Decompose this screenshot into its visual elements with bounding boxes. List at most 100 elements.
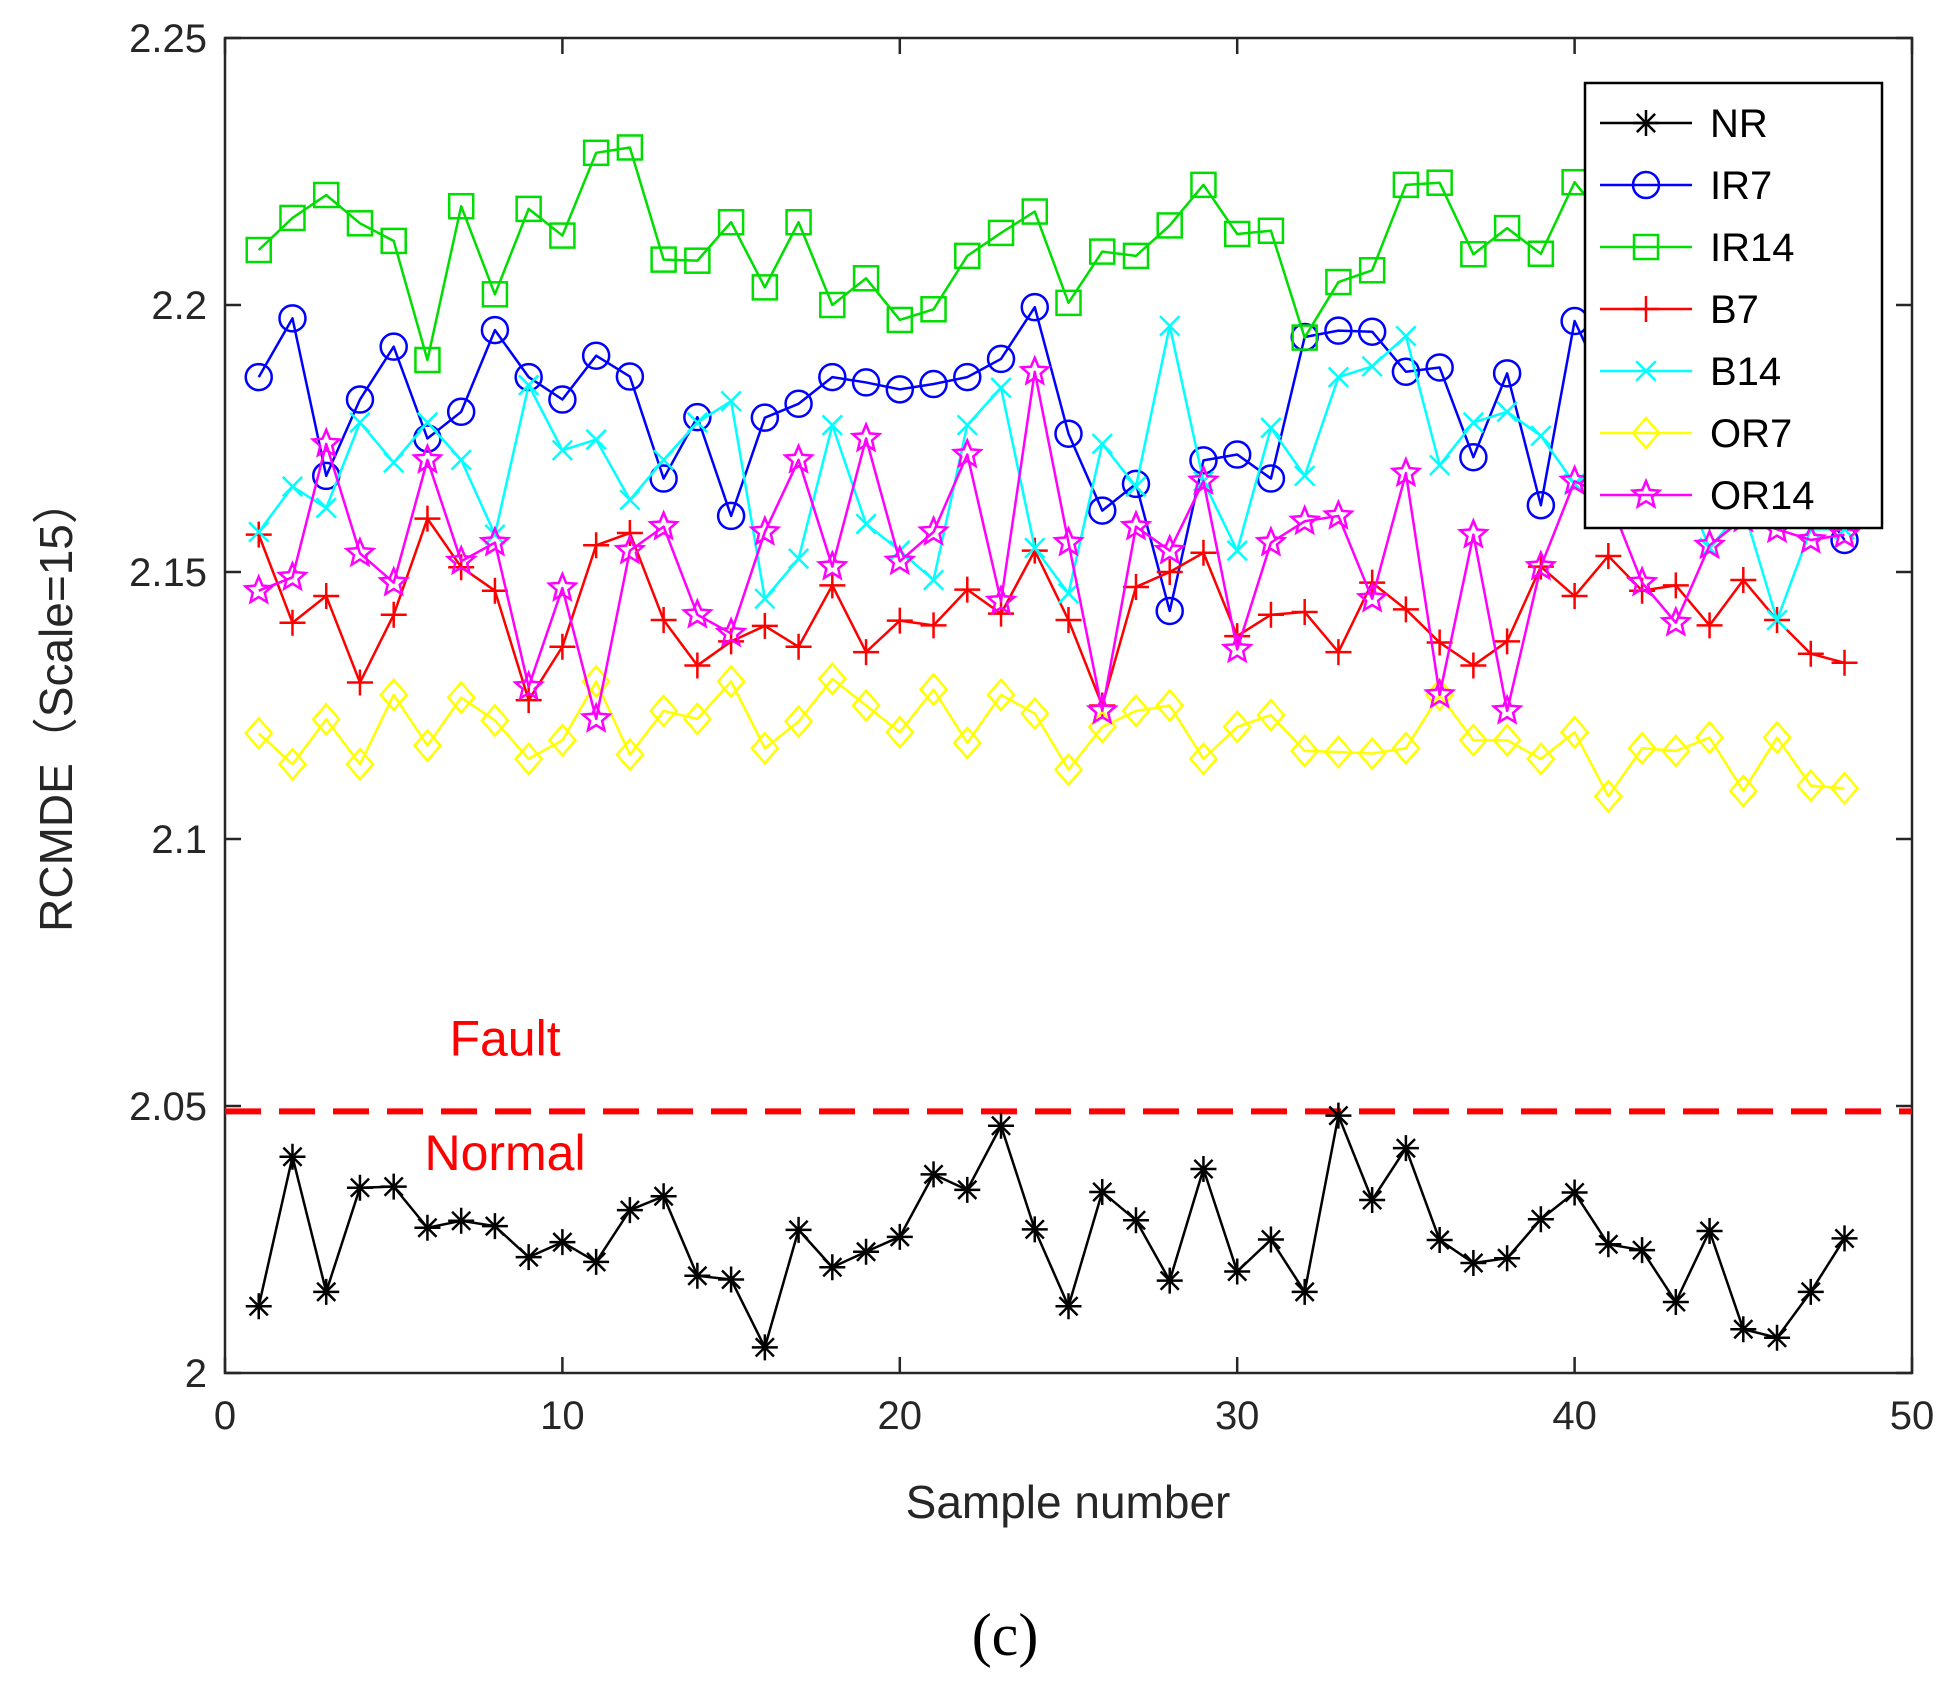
data-point-b14 [1395,325,1417,347]
data-point-nr [1190,1156,1217,1183]
data-point-b14 [652,449,675,471]
data-point-b7 [650,607,677,634]
data-point-or14 [411,442,444,474]
data-point-or7 [750,731,780,766]
x-axis-label: Sample number [906,1476,1231,1528]
series-line-or7 [257,677,1845,798]
data-point-ir7 [1222,440,1252,469]
data-point-b14 [1361,355,1383,378]
data-point-nr [785,1216,812,1243]
data-point-or14 [613,533,647,565]
data-point-nr [1460,1250,1487,1276]
data-point-or7 [1593,779,1623,814]
data-point-b14 [990,377,1012,399]
data-point-ir7 [615,362,645,391]
legend-item-ir14: IR14 [1600,226,1795,270]
data-point-or7 [1694,720,1725,755]
data-point-ir14 [481,281,509,308]
data-point-ir14 [1325,268,1352,296]
y-tick-label: 2.05 [129,1085,207,1129]
data-point-b7 [1291,599,1318,626]
data-point-nr [853,1238,880,1265]
data-point-ir7 [1459,442,1488,472]
data-point-or14 [815,549,849,581]
data-point-ir14 [515,195,542,223]
data-point-or7 [783,704,814,739]
data-point-or14 [680,597,714,629]
data-point-or14 [512,669,546,701]
data-point-ir14 [346,210,374,237]
data-point-b7 [954,576,981,603]
data-point-or7 [1492,723,1522,758]
data-point-ir7 [953,362,982,392]
data-point-nr [313,1278,340,1305]
data-point-ir14 [1156,212,1183,239]
annotation-layer: Fault Normal [424,1010,585,1181]
data-point-b7 [1055,607,1082,634]
data-point-b14 [922,569,945,591]
data-point-or7 [817,661,847,696]
data-point-or7 [1728,774,1758,808]
data-point-b14 [855,513,877,535]
data-point-or14 [1524,549,1558,581]
data-point-ir14 [1223,220,1251,248]
data-point-or14 [579,701,613,733]
data-point-b7 [515,687,542,714]
data-point-ir14 [1021,198,1049,225]
data-point-b14 [720,390,742,412]
data-point-or14 [444,544,478,576]
data-point-or14 [1625,565,1659,597]
data-point-nr [1831,1225,1858,1252]
data-point-b14 [1429,454,1451,476]
data-point-ir14 [1055,289,1082,317]
data-point-nr [1426,1227,1453,1254]
legend-label: B14 [1710,350,1781,394]
annotation-normal: Normal [424,1125,585,1181]
data-point-ir7 [1121,469,1151,499]
data-point-or7 [648,693,679,728]
data-point-nr [448,1207,475,1234]
data-point-nr [1527,1206,1554,1233]
data-point-ir7 [750,403,780,432]
data-point-or7 [952,725,982,760]
legend-marker [1632,233,1660,261]
data-point-or14 [1085,693,1119,725]
data-point-b14 [450,449,472,471]
data-point-nr [346,1174,373,1201]
data-point-or7 [1762,720,1792,755]
data-point-nr [1764,1324,1791,1351]
data-point-b14 [821,414,843,436]
data-point-b7 [1494,628,1521,655]
data-point-or7 [1323,735,1354,769]
data-point-nr [1021,1216,1048,1243]
data-point-ir7 [784,389,813,419]
data-point-b14 [349,411,371,434]
data-point-or14 [1288,504,1322,536]
data-point-ir14 [279,204,306,232]
data-point-nr [1122,1207,1149,1234]
data-point-or7 [615,737,645,772]
data-point-b7 [1831,649,1858,676]
data-point-ir7 [1054,419,1083,448]
data-point-nr [1055,1293,1082,1320]
data-point-b14 [1766,609,1788,631]
data-point-ir14 [886,306,914,334]
data-point-b7 [785,633,812,660]
data-point-ir14 [1257,217,1285,245]
legend-label: B7 [1710,288,1759,332]
data-point-or7 [1222,709,1252,744]
data-point-b7 [1662,572,1689,599]
data-point-b7 [1696,612,1723,639]
legend-item-b7: B7 [1600,288,1759,332]
data-point-b14 [1462,411,1485,434]
data-point-or14 [748,514,782,546]
data-point-or14 [276,560,309,592]
data-point-ir7 [851,368,881,397]
data-point-b7 [481,577,508,604]
data-point-ir7 [244,362,273,392]
data-point-ir7 [986,344,1016,374]
figure-caption: (c) [972,1602,1039,1668]
data-point-ir14 [1426,169,1453,196]
data-point-or7 [918,672,949,707]
legend-marker [1631,416,1661,450]
